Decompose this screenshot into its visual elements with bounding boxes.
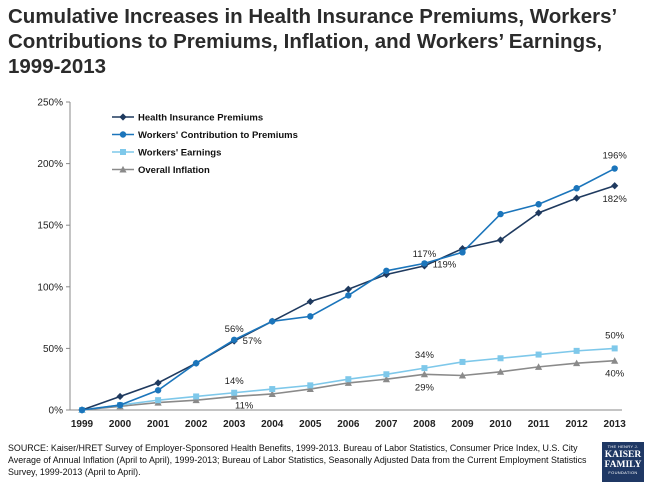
data-label: 117% [413, 249, 437, 260]
data-label: 56% [225, 324, 245, 335]
x-tick-label: 2010 [489, 419, 512, 430]
data-point [496, 368, 505, 375]
data-point [497, 210, 504, 218]
logo-line-2: KAISER [604, 450, 642, 460]
data-point [307, 313, 314, 320]
data-label: 196% [603, 151, 628, 162]
logo-line-3: FAMILY [604, 460, 642, 470]
x-tick-label: 2000 [109, 419, 132, 430]
data-point [496, 236, 505, 244]
data-label: 29% [415, 382, 435, 393]
x-tick-label: 2005 [299, 419, 322, 430]
data-label: 57% [243, 336, 263, 347]
data-point [382, 270, 390, 279]
chart-title: Cumulative Increases in Health Insurance… [8, 5, 617, 78]
data-point [611, 345, 618, 352]
data-point [383, 267, 390, 274]
legend-marker [120, 149, 126, 155]
y-tick-label: 0% [49, 406, 64, 417]
y-tick-label: 50% [43, 344, 63, 355]
legend-label: Workers' Earnings [138, 148, 221, 159]
logo-line-4: FOUNDATION [608, 470, 638, 475]
data-label: 34% [415, 350, 435, 361]
legend-marker [119, 165, 127, 173]
data-label: 182% [603, 194, 628, 205]
y-tick-label: 150% [37, 221, 63, 232]
data-point [573, 194, 581, 202]
x-tick-label: 2003 [223, 419, 246, 430]
data-point [383, 371, 390, 378]
x-tick-label: 2009 [451, 419, 474, 430]
x-tick-label: 2001 [147, 419, 170, 430]
data-point [420, 370, 429, 378]
data-point [78, 406, 86, 414]
line-chart: 0% 50% 100% 150% 200% 250% 1999 2000 2001 2002 200… [37, 98, 628, 431]
data-point [459, 249, 466, 256]
data-point [421, 365, 428, 372]
data-point [193, 393, 200, 400]
data-point [535, 201, 542, 208]
y-tick-label: 100% [37, 282, 63, 293]
legend-label: Workers' Contribution to Premiums [138, 130, 298, 141]
data-point [192, 359, 200, 367]
kaiser-family-foundation-logo: THE HENRY J. KAISER FAMILY FOUNDATION [602, 442, 644, 482]
data-point [154, 379, 162, 387]
data-point [154, 387, 162, 394]
data-point [306, 297, 314, 306]
legend-marker [119, 131, 127, 138]
data-point [611, 182, 619, 190]
data-point [534, 363, 543, 370]
x-tick-label: 2011 [528, 419, 550, 430]
data-point [306, 385, 314, 393]
x-tick-label: 1999 [71, 419, 94, 430]
x-tick-label: 2013 [604, 419, 627, 430]
data-point [458, 371, 467, 379]
data-point [459, 358, 466, 365]
x-tick-label: 2008 [413, 419, 436, 430]
y-tick-label: 200% [37, 159, 63, 170]
data-point [535, 351, 542, 358]
data-point [611, 165, 618, 172]
data-point [155, 397, 162, 404]
data-point [268, 390, 276, 397]
data-point [269, 386, 276, 393]
data-point [116, 392, 124, 401]
data-point [230, 336, 238, 343]
data-point [231, 389, 238, 396]
data-point [382, 375, 390, 383]
data-point [307, 382, 314, 389]
logo-line-1: THE HENRY J. [607, 444, 639, 449]
legend-marker [119, 113, 127, 121]
data-point [344, 379, 352, 386]
data-point [497, 355, 504, 362]
data-point [269, 318, 276, 325]
y-tick-label: 250% [37, 98, 63, 109]
x-tick-label: 2006 [337, 419, 360, 430]
x-tick-label: 2007 [375, 419, 398, 430]
legend-label: Overall Inflation [138, 165, 210, 176]
data-label: 119% [433, 259, 457, 270]
data-point [345, 292, 352, 299]
data-point [421, 260, 428, 267]
data-point [230, 392, 238, 400]
data-point [192, 396, 200, 404]
data-point [344, 285, 352, 293]
data-point [573, 359, 581, 367]
data-point [534, 209, 543, 217]
data-point [116, 401, 124, 409]
data-label: 14% [225, 376, 245, 387]
data-label: 40% [605, 369, 625, 380]
data-point [573, 347, 580, 354]
data-label: 11% [235, 400, 254, 411]
data-point [345, 376, 352, 383]
data-label: 50% [605, 330, 625, 341]
legend-label: Health Insurance Premiums [138, 113, 263, 124]
x-tick-label: 2004 [261, 419, 284, 430]
data-point [573, 185, 580, 192]
data-point [611, 357, 619, 364]
source-note: SOURCE: Kaiser/HRET Survey of Employer-S… [8, 443, 587, 477]
x-tick-label: 2012 [566, 419, 589, 430]
x-tick-label: 2002 [185, 419, 208, 430]
